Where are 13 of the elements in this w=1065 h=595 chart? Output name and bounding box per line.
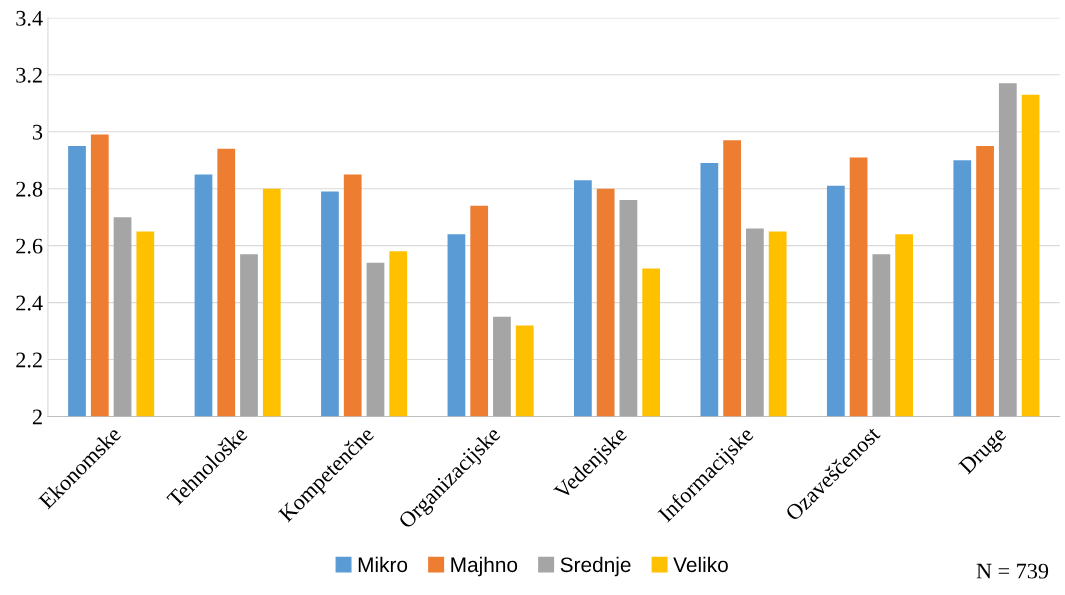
y-tick-label: 2.2 bbox=[16, 352, 42, 368]
legend-label: Mikro bbox=[358, 556, 408, 573]
legend-label: Srednje bbox=[560, 556, 631, 577]
legend-label: Majhno bbox=[451, 556, 518, 577]
legend-label: Veliko bbox=[673, 556, 728, 573]
y-tick-label: 3 bbox=[33, 124, 43, 140]
y-tick-label: 2 bbox=[32, 409, 42, 425]
y-tick-label: 3.4 bbox=[16, 10, 43, 26]
y-tick-label: 2.8 bbox=[16, 181, 43, 197]
y-tick-label: 2.6 bbox=[16, 238, 43, 254]
y-tick-label: 3.2 bbox=[16, 67, 42, 83]
y-tick-label: 2.4 bbox=[16, 295, 43, 311]
text: N = 739 bbox=[976, 563, 1049, 579]
